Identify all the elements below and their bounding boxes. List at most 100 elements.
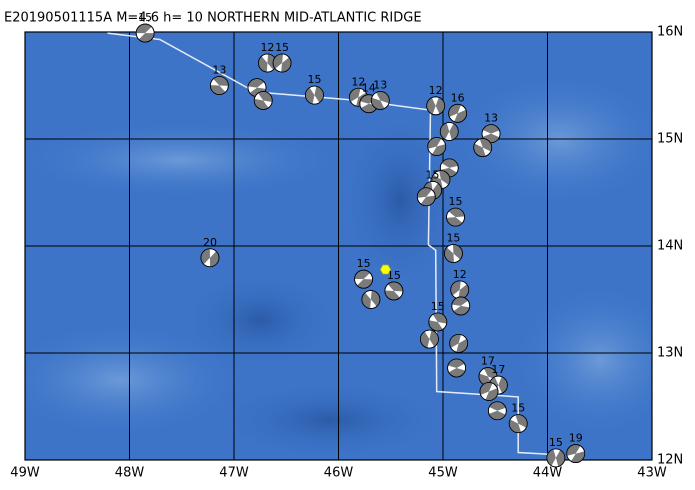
beachball-outline [426,96,446,116]
lon-tick-label: 44W [533,466,563,481]
epicenter [380,264,391,275]
depth-label: 13 [212,64,226,77]
beachball-quadrant [485,388,498,401]
focal-mechanism [135,23,155,43]
depth-label: 15 [431,300,445,313]
depth-label: 15 [511,402,525,415]
lat-tick-label: 14N [657,239,683,254]
focal-mechanism [253,91,273,110]
beachball-quadrant [136,24,152,34]
beachball-quadrant [371,97,385,110]
depth-label: 15 [138,11,152,24]
beachball-outline [448,103,468,123]
depth-label: 15 [275,41,289,54]
depth-label: 12 [453,268,467,281]
beachball-quadrant [447,358,465,368]
focal-mechanism [508,414,528,434]
focal-mechanism [427,137,447,156]
depth-label: 17 [491,363,505,376]
beachball-quadrant [450,280,461,296]
focal-mechanism [428,312,448,332]
beachball-outline [384,281,404,301]
beachball-quadrant [509,419,522,433]
beachball-quadrant [435,97,445,114]
beachball-quadrant [473,143,486,157]
beachball-quadrant [349,88,361,102]
beachball-quadrant [376,91,390,104]
focal-mechanism [450,280,470,300]
beachball-quadrant [566,444,581,456]
focal-mechanism [473,138,493,157]
depth-label: 15 [387,269,401,282]
beachball-quadrant [432,144,446,156]
beachball-quadrant [489,401,506,411]
beachball-quadrant [441,158,459,168]
beachball-quadrant [248,78,265,88]
focal-mechanism [305,85,324,105]
beachball-quadrant [357,279,373,289]
beachball-outline [428,312,448,332]
beachball-quadrant [439,170,450,185]
beachball-outline [361,290,381,309]
beachball-quadrant [479,138,492,152]
beachball-quadrant [432,312,447,324]
focal-mechanism [209,76,229,95]
beachball-quadrant [458,284,469,299]
focal-mechanism [370,91,390,110]
beachball-quadrant [571,451,585,463]
beachball-outline [420,329,439,349]
beachball-quadrant [370,290,380,307]
depth-label: 15 [449,195,463,208]
focal-mechanism [447,358,466,378]
beachball-outline [487,401,507,421]
focal-mechanism [448,103,468,123]
focal-mechanism [449,333,469,353]
focal-mechanism [444,244,463,263]
beachball-quadrant [361,292,371,309]
beachball-outline [479,382,499,401]
beachball-outline [427,137,447,156]
beachball-outline [444,244,463,263]
focal-mechanism [420,329,439,349]
lat-tick-label: 16N [657,25,683,40]
depth-label: 17 [481,355,495,368]
focal-mechanism [426,96,446,116]
focal-mechanism [446,207,465,227]
depth-label: 15 [307,73,321,86]
beachball-quadrant [210,85,226,95]
depth-label: 16 [451,91,465,104]
lon-tick-label: 43W [637,466,667,481]
beachball-outline [439,122,459,141]
beachball-quadrant [138,33,155,43]
focal-mechanism [416,187,436,207]
beachball-quadrant [426,97,436,115]
beachball-quadrant [449,334,462,348]
beachball-quadrant [305,87,315,104]
beachball-quadrant [258,56,268,73]
depth-label: 14 [362,82,376,95]
beachball-quadrant [200,248,210,265]
lon-tick-label: 46W [324,466,354,481]
beachball-quadrant [488,410,506,420]
beachball-quadrant [258,91,273,103]
beachball-outline [135,23,155,43]
depth-label: 12 [429,84,443,97]
map-frame [24,31,653,461]
depth-label: 15 [446,231,460,244]
focal-mechanism [566,444,586,463]
beachball-quadrant [448,208,465,218]
beachball-quadrant [555,449,565,467]
focal-mechanism [439,122,459,141]
beachball-outline [546,448,566,468]
map-title: E20190501115A M=4.6 h= 10 NORTHERN MID-A… [4,11,422,26]
depth-label: 15 [426,168,440,181]
lon-tick-label: 47W [219,466,249,481]
beachball-quadrant [454,109,467,123]
beachball-outline [209,76,229,95]
beachball-quadrant [254,98,269,110]
lon-tick-label: 49W [10,466,40,481]
focal-mechanism [384,281,404,301]
beachball-quadrant [273,54,284,69]
beachball-quadrant [452,244,463,260]
